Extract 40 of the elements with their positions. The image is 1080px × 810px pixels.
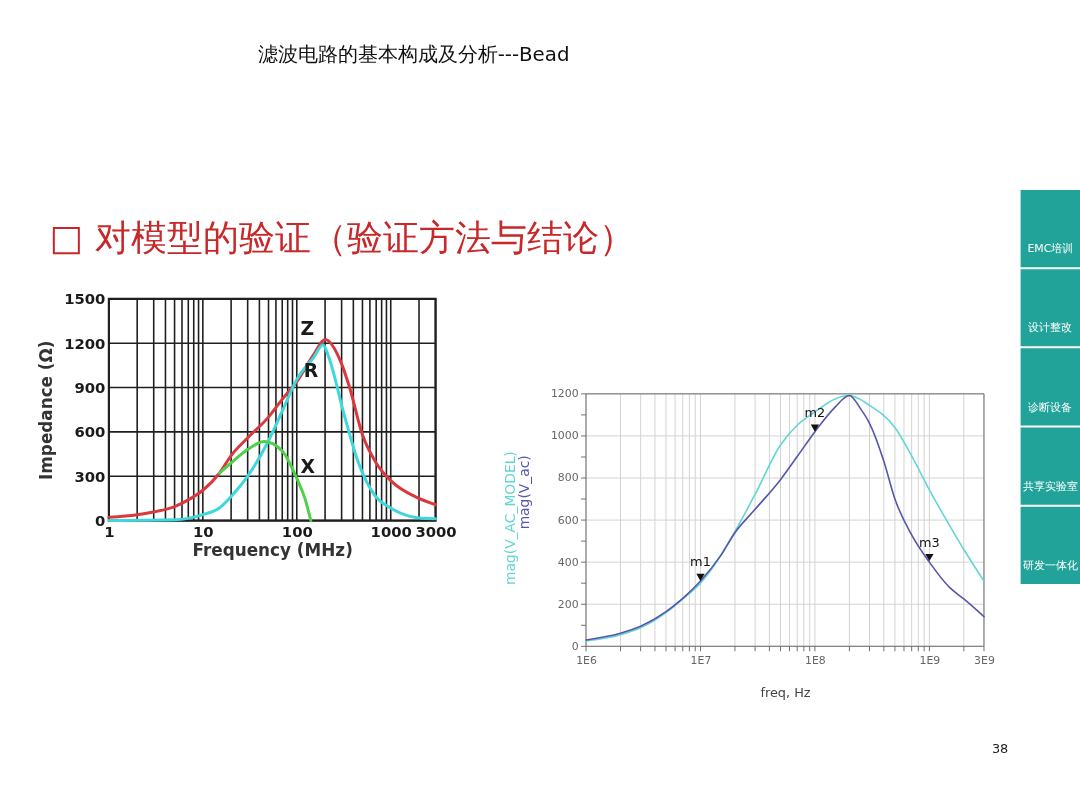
text: 诊断设备 — [1028, 400, 1073, 414]
y-tick-label: 0 — [571, 639, 579, 653]
y-tick-label: 800 — [557, 471, 579, 485]
y-tick-label: 1200 — [64, 334, 106, 352]
x-tick-label: 1E9 — [919, 653, 941, 667]
x-axis-title: Frequency (MHz) — [192, 539, 353, 560]
y-tick-label: 400 — [557, 555, 579, 569]
x-tick-label: 100 — [281, 522, 313, 540]
y-axis-title: Impedance (Ω) — [36, 340, 57, 480]
x-tick-label: 1E8 — [805, 653, 826, 667]
series-label: R — [303, 360, 319, 382]
x-tick-label: 1E7 — [690, 653, 712, 667]
y-tick-label: 900 — [74, 378, 106, 396]
x-tick-label: 3000 — [415, 522, 457, 540]
text: mag(V_AC_MODEL) — [501, 451, 518, 585]
x-tick-label: 3E9 — [974, 653, 995, 667]
x-tick-label: 1E6 — [576, 653, 597, 667]
y-tick-label: 300 — [74, 467, 106, 485]
text: 38 — [991, 741, 1009, 757]
chart-title: 滤波电路的基本构成及分析---Bead — [257, 43, 570, 67]
y-tick-label: 600 — [557, 513, 579, 527]
series-label: X — [300, 456, 316, 478]
x-tick-label: 1000 — [370, 522, 412, 540]
text: 共享实验室 — [1022, 479, 1078, 493]
y-tick-label: 200 — [557, 597, 579, 611]
x-tick-label: 10 — [193, 522, 214, 540]
chart-subtitle: □ 对模型的验证（验证方法与结论） — [49, 217, 635, 259]
annotation: m3 — [919, 534, 940, 550]
text: 设计整改 — [1028, 321, 1073, 335]
text: 研发一体化 — [1022, 559, 1078, 573]
x-tick-label: 1 — [104, 522, 115, 540]
y-tick-label: 1500 — [64, 290, 106, 308]
y-tick-label: 1000 — [550, 429, 579, 443]
annotation: m1 — [690, 554, 711, 570]
y-tick-label: 600 — [74, 423, 106, 441]
y-tick-label: 0 — [95, 512, 106, 530]
x-axis-title: freq, Hz — [760, 685, 811, 701]
text: EMC培训 — [1027, 242, 1074, 256]
series-label: Z — [300, 317, 315, 339]
y-tick-label: 1200 — [550, 387, 579, 401]
